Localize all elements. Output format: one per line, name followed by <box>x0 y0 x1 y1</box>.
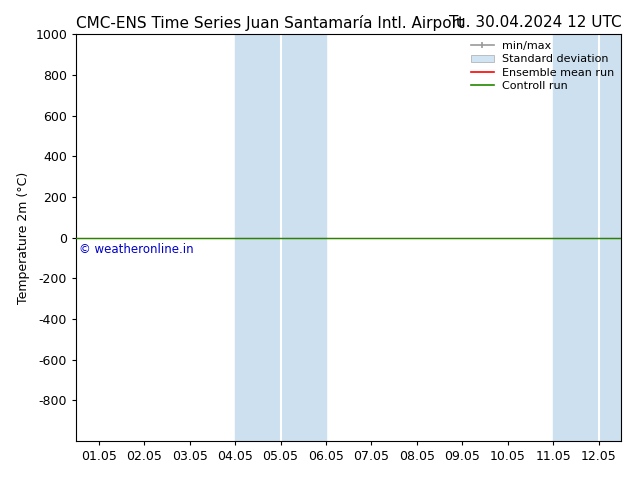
Bar <box>235 34 326 441</box>
Bar <box>553 34 634 441</box>
Text: CMC-ENS Time Series Juan Santamaría Intl. Airport: CMC-ENS Time Series Juan Santamaría Intl… <box>76 15 464 31</box>
Text: © weatheronline.in: © weatheronline.in <box>79 244 193 256</box>
Legend: min/max, Standard deviation, Ensemble mean run, Controll run: min/max, Standard deviation, Ensemble me… <box>467 37 619 96</box>
Text: Tu. 30.04.2024 12 UTC: Tu. 30.04.2024 12 UTC <box>449 15 621 30</box>
Y-axis label: Temperature 2m (°C): Temperature 2m (°C) <box>16 172 30 304</box>
